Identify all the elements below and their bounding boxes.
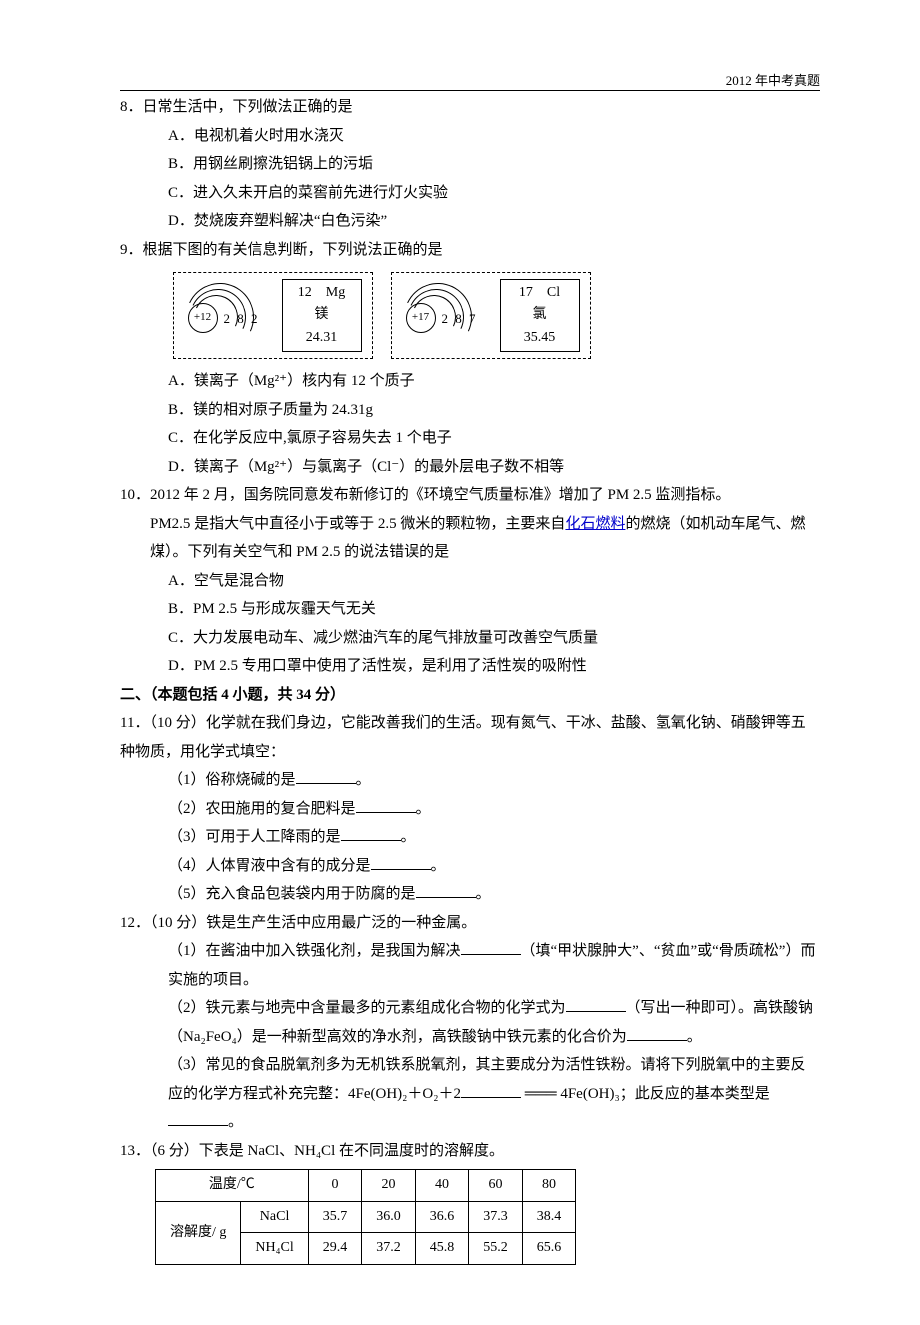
cl-atom-diagram: +17 2 8 7 — [402, 281, 492, 351]
q10-stem-line1: 10．2012 年 2 月，国务院同意发布新修订的《环境空气质量标准》增加了 P… — [120, 481, 820, 510]
q8-opt-c: C．进入久未开启的菜窖前先进行灯火实验 — [120, 179, 820, 208]
cell: 38.4 — [522, 1201, 576, 1233]
q12-p2-c: 。 — [687, 1029, 702, 1045]
section2-heading: 二、（本题包括 4 小题，共 34 分） — [120, 681, 820, 710]
cell: 37.2 — [362, 1233, 416, 1265]
q11-p5: （5）充入食品包装袋内用于防腐的是 。 — [120, 880, 820, 909]
blank — [566, 996, 626, 1012]
cell: 37.3 — [469, 1201, 523, 1233]
th-temp: 温度/℃ — [156, 1170, 309, 1202]
cl-name: 氯 — [501, 304, 579, 326]
q10-opt-a: A．空气是混合物 — [120, 567, 820, 596]
blank — [168, 1110, 228, 1126]
q11-p5-a: （5）充入食品包装袋内用于防腐的是 — [168, 886, 416, 902]
blank — [461, 1082, 521, 1098]
th-t4: 80 — [522, 1170, 576, 1202]
q10-stem-b: PM2.5 是指大气中直径小于或等于 2.5 微米的颗粒物，主要来自 — [150, 516, 565, 532]
header-right: 2012 年中考真题 — [726, 69, 820, 94]
th-t2: 40 — [415, 1170, 469, 1202]
q11-p2-b: 。 — [416, 801, 431, 817]
q11-p1-a: （1）俗称烧碱的是 — [168, 772, 296, 788]
cl-mass: 35.45 — [501, 327, 579, 349]
cell: 55.2 — [469, 1233, 523, 1265]
mg-name: 镁 — [283, 304, 361, 326]
th-sol: 溶解度/ g — [156, 1201, 241, 1264]
blank — [416, 882, 476, 898]
cell: 36.6 — [415, 1201, 469, 1233]
q11-p1: （1）俗称烧碱的是 。 — [120, 766, 820, 795]
q12-p2-a: （2）铁元素与地壳中含量最多的元素组成化合物的化学式为 — [168, 1000, 566, 1016]
mg-element-card: 12 Mg 镁 24.31 — [282, 279, 362, 352]
q11-p1-b: 。 — [356, 772, 371, 788]
mg-mass: 24.31 — [283, 327, 361, 349]
q12-p1-a: （1）在酱油中加入铁强化剂，是我国为解决 — [168, 943, 461, 959]
cell: 29.4 — [308, 1233, 362, 1265]
blank — [356, 797, 416, 813]
q11-p4-a: （4）人体胃液中含有的成分是 — [168, 858, 371, 874]
q11-p2: （2）农田施用的复合肥料是 。 — [120, 795, 820, 824]
header-rule: 2012 年中考真题 — [120, 90, 820, 91]
mg-shell-numbers: 2 8 2 — [224, 307, 260, 332]
q10-opt-d: D．PM 2.5 专用口罩中使用了活性炭，是利用了活性炭的吸附性 — [120, 652, 820, 681]
fossil-fuel-link[interactable]: 化石燃料 — [565, 516, 625, 532]
q10-opt-b: B．PM 2.5 与形成灰霾天气无关 — [120, 595, 820, 624]
cl-element-card: 17 Cl 氯 35.45 — [500, 279, 580, 352]
q11-p4: （4）人体胃液中含有的成分是 。 — [120, 852, 820, 881]
q11-p4-b: 。 — [431, 858, 446, 874]
cl-symbol: 17 Cl — [501, 282, 579, 304]
mg-atom-diagram: +12 2 8 2 — [184, 281, 274, 351]
q8-opt-a: A．电视机着火时用水浇灭 — [120, 122, 820, 151]
row-nh4cl-label: NH₄Cl — [241, 1233, 308, 1265]
row-nacl-label: NaCl — [241, 1201, 308, 1233]
q11-p5-b: 。 — [476, 886, 491, 902]
q9-opt-d: D．镁离子（Mg²⁺）与氯离子（Cl⁻）的最外层电子数不相等 — [120, 453, 820, 482]
q11-stem: 11．（10 分）化学就在我们身边，它能改善我们的生活。现有氮气、干冰、盐酸、氢… — [120, 709, 820, 766]
q8-stem: 8．日常生活中，下列做法正确的是 — [120, 93, 820, 122]
q9-opt-a: A．镁离子（Mg²⁺）核内有 12 个质子 — [120, 367, 820, 396]
q10-stem-line2: PM2.5 是指大气中直径小于或等于 2.5 微米的颗粒物，主要来自化石燃料的燃… — [120, 510, 820, 567]
q8-opt-b: B．用钢丝刷擦洗铝锅上的污垢 — [120, 150, 820, 179]
th-t0: 0 — [308, 1170, 362, 1202]
cl-group: +17 2 8 7 17 Cl 氯 35.45 — [391, 272, 591, 359]
cell: 35.7 — [308, 1201, 362, 1233]
table-row: 溶解度/ g NaCl 35.7 36.0 36.6 37.3 38.4 — [156, 1201, 576, 1233]
cl-shell-numbers: 2 8 7 — [442, 307, 478, 332]
q12-stem: 12．（10 分）铁是生产生活中应用最广泛的一种金属。 — [120, 909, 820, 938]
blank — [341, 825, 401, 841]
q11-p3-a: （3）可用于人工降雨的是 — [168, 829, 341, 845]
q12-p3: （3）常见的食品脱氧剂多为无机铁系脱氧剂，其主要成分为活性铁粉。请将下列脱氧中的… — [120, 1051, 820, 1137]
th-t3: 60 — [469, 1170, 523, 1202]
q11-p2-a: （2）农田施用的复合肥料是 — [168, 801, 356, 817]
q9-stem: 9．根据下图的有关信息判断，下列说法正确的是 — [120, 236, 820, 265]
q9-opt-b: B．镁的相对原子质量为 24.31g — [120, 396, 820, 425]
blank — [461, 939, 521, 955]
cell: 45.8 — [415, 1233, 469, 1265]
cl-nucleus: +17 — [406, 303, 436, 333]
q11-p3: （3）可用于人工降雨的是 。 — [120, 823, 820, 852]
q12-p1: （1）在酱油中加入铁强化剂，是我国为解决（填“甲状腺肿大”、“贫血”或“骨质疏松… — [120, 937, 820, 994]
q8-opt-d: D．焚烧废弃塑料解决“白色污染” — [120, 207, 820, 236]
q12-p3-c: 。 — [228, 1114, 243, 1130]
blank — [371, 854, 431, 870]
q12-p3-b: ═══ 4Fe(OH)₃；此反应的基本类型是 — [521, 1086, 770, 1102]
table-row: 温度/℃ 0 20 40 60 80 — [156, 1170, 576, 1202]
blank — [627, 1025, 687, 1041]
q12-p2: （2）铁元素与地壳中含量最多的元素组成化合物的化学式为（写出一种即可）。高铁酸钠… — [120, 994, 820, 1051]
mg-group: +12 2 8 2 12 Mg 镁 24.31 — [173, 272, 373, 359]
q9-diagram: +12 2 8 2 12 Mg 镁 24.31 +17 2 8 7 17 Cl … — [173, 272, 821, 359]
solubility-table: 温度/℃ 0 20 40 60 80 溶解度/ g NaCl 35.7 36.0… — [155, 1169, 576, 1265]
q10-opt-c: C．大力发展电动车、减少燃油汽车的尾气排放量可改善空气质量 — [120, 624, 820, 653]
q9-opt-c: C．在化学反应中,氯原子容易失去 1 个电子 — [120, 424, 820, 453]
cell: 36.0 — [362, 1201, 416, 1233]
q13-stem: 13．（6 分）下表是 NaCl、NH₄Cl 在不同温度时的溶解度。 — [120, 1137, 820, 1166]
q11-p3-b: 。 — [401, 829, 416, 845]
mg-symbol: 12 Mg — [283, 282, 361, 304]
mg-nucleus: +12 — [188, 303, 218, 333]
th-t1: 20 — [362, 1170, 416, 1202]
cell: 65.6 — [522, 1233, 576, 1265]
blank — [296, 768, 356, 784]
